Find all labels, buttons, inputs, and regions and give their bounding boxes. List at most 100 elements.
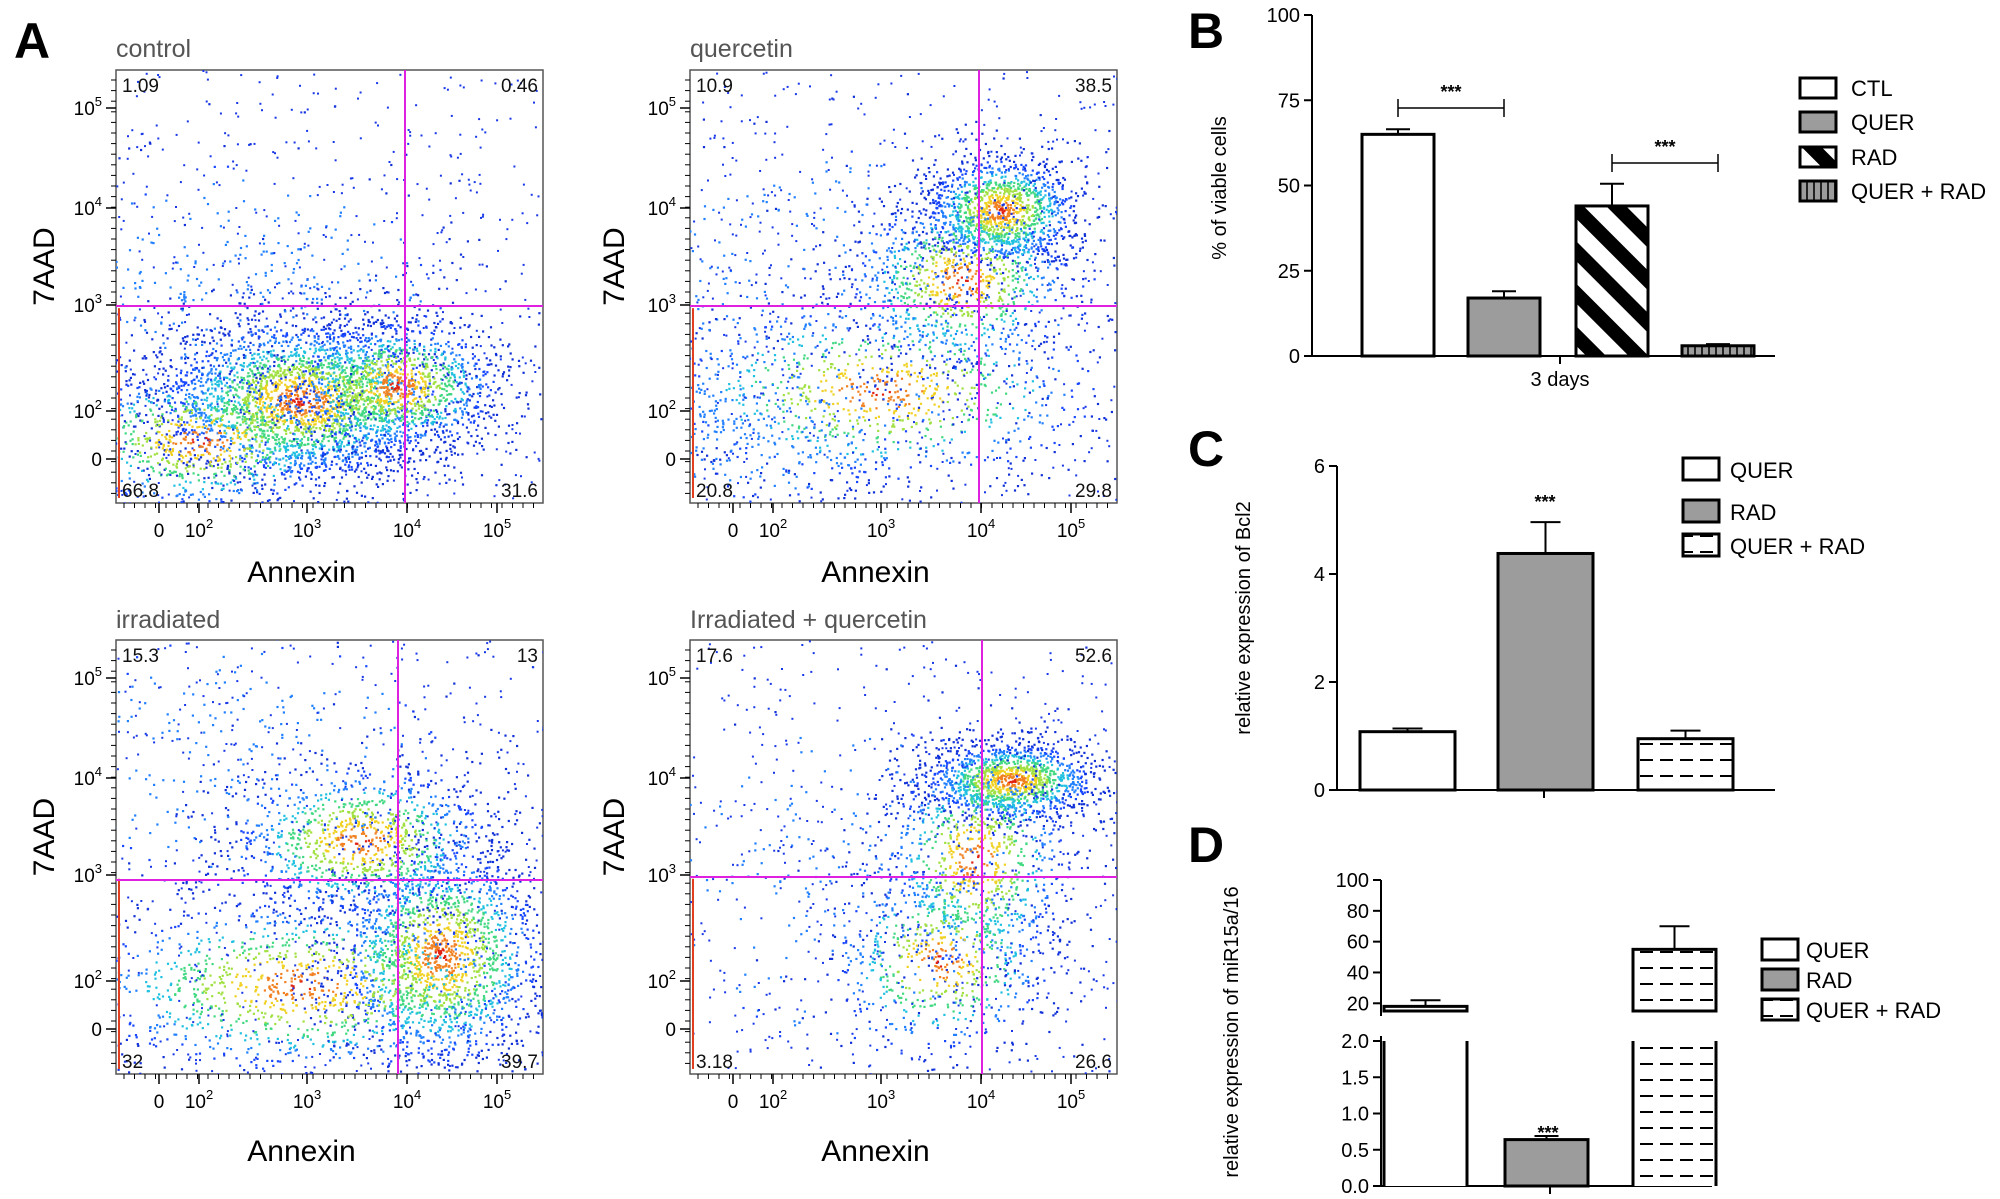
event-dot xyxy=(339,376,342,379)
event-dot xyxy=(386,437,389,441)
event-dot xyxy=(231,412,234,415)
event-dot xyxy=(237,340,240,343)
event-dot xyxy=(254,365,257,368)
event-dot xyxy=(300,417,303,420)
event-dot xyxy=(478,367,481,371)
event-dot xyxy=(313,336,316,339)
event-dot xyxy=(193,449,196,452)
event-dot xyxy=(147,474,151,477)
event-dot xyxy=(251,446,254,449)
event-dot xyxy=(201,426,204,429)
event-dot xyxy=(379,410,382,413)
event-dot xyxy=(242,336,245,339)
event-dot xyxy=(515,448,518,451)
event-dot xyxy=(129,420,132,423)
event-dot xyxy=(268,458,271,461)
event-dot xyxy=(263,423,266,426)
event-dot xyxy=(507,441,510,445)
event-dot xyxy=(343,392,346,395)
event-dot xyxy=(111,404,113,406)
event-dot xyxy=(256,368,259,371)
event-dot xyxy=(390,446,393,449)
event-dot xyxy=(210,465,214,468)
event-dot xyxy=(453,452,456,455)
event-dot xyxy=(233,366,236,369)
event-dot xyxy=(285,450,288,453)
event-dot xyxy=(284,335,287,338)
event-dot xyxy=(176,460,179,463)
event-dot xyxy=(454,407,457,411)
event-dot xyxy=(389,383,392,386)
event-dot xyxy=(312,355,315,358)
event-dot xyxy=(316,392,319,395)
event-dot xyxy=(303,317,306,320)
event-dot xyxy=(196,457,199,460)
event-dot xyxy=(315,402,318,405)
event-dot xyxy=(371,379,374,382)
event-dot xyxy=(221,398,224,401)
event-dot xyxy=(277,426,280,429)
event-dot xyxy=(294,389,297,392)
event-dot xyxy=(502,373,505,376)
event-dot xyxy=(302,401,306,404)
event-dot xyxy=(236,461,239,464)
event-dot xyxy=(366,311,369,314)
event-dot xyxy=(323,356,326,359)
event-dot xyxy=(477,415,481,418)
event-dot xyxy=(272,510,274,512)
event-dot xyxy=(128,249,132,252)
event-dot xyxy=(192,466,195,469)
event-dot xyxy=(340,440,344,443)
event-dot xyxy=(312,365,315,368)
event-dot xyxy=(390,221,394,224)
event-dot xyxy=(362,434,365,437)
event-dot xyxy=(355,421,358,425)
event-dot xyxy=(287,386,290,389)
event-dot xyxy=(372,362,375,366)
event-dot xyxy=(116,359,119,362)
event-dot xyxy=(484,404,487,407)
event-dot xyxy=(367,432,370,435)
event-dot xyxy=(377,355,380,358)
event-dot xyxy=(436,461,439,464)
event-dot xyxy=(445,456,448,459)
event-dot xyxy=(128,359,131,362)
event-dot xyxy=(444,410,447,413)
event-dot xyxy=(378,452,381,455)
event-dot xyxy=(195,417,198,420)
event-dot xyxy=(359,357,362,360)
event-dot xyxy=(347,464,351,467)
event-dot xyxy=(183,223,186,227)
event-dot xyxy=(428,398,431,401)
event-dot xyxy=(263,363,266,366)
event-dot xyxy=(461,413,464,416)
event-dot xyxy=(275,389,278,392)
event-dot xyxy=(314,340,317,343)
event-dot xyxy=(258,445,261,448)
event-dot xyxy=(489,389,492,392)
event-dot xyxy=(219,446,223,449)
event-dot xyxy=(440,411,443,414)
event-dot xyxy=(286,334,289,337)
event-dot xyxy=(442,374,445,377)
event-dot xyxy=(176,494,179,497)
event-dot xyxy=(231,437,234,440)
event-dot xyxy=(434,350,437,353)
event-dot xyxy=(430,338,433,341)
event-dot xyxy=(259,419,263,422)
event-dot xyxy=(338,353,341,356)
event-dot xyxy=(400,419,403,422)
event-dot xyxy=(332,448,335,451)
event-dot xyxy=(131,407,134,410)
event-dot xyxy=(375,483,378,486)
event-dot xyxy=(352,383,355,386)
event-dot xyxy=(243,397,246,400)
event-dot xyxy=(275,330,278,333)
event-dot xyxy=(176,423,179,426)
event-dot xyxy=(341,380,344,383)
event-dot xyxy=(168,470,172,473)
event-dot xyxy=(315,439,318,442)
event-dot xyxy=(369,324,372,328)
event-dot xyxy=(267,341,270,344)
